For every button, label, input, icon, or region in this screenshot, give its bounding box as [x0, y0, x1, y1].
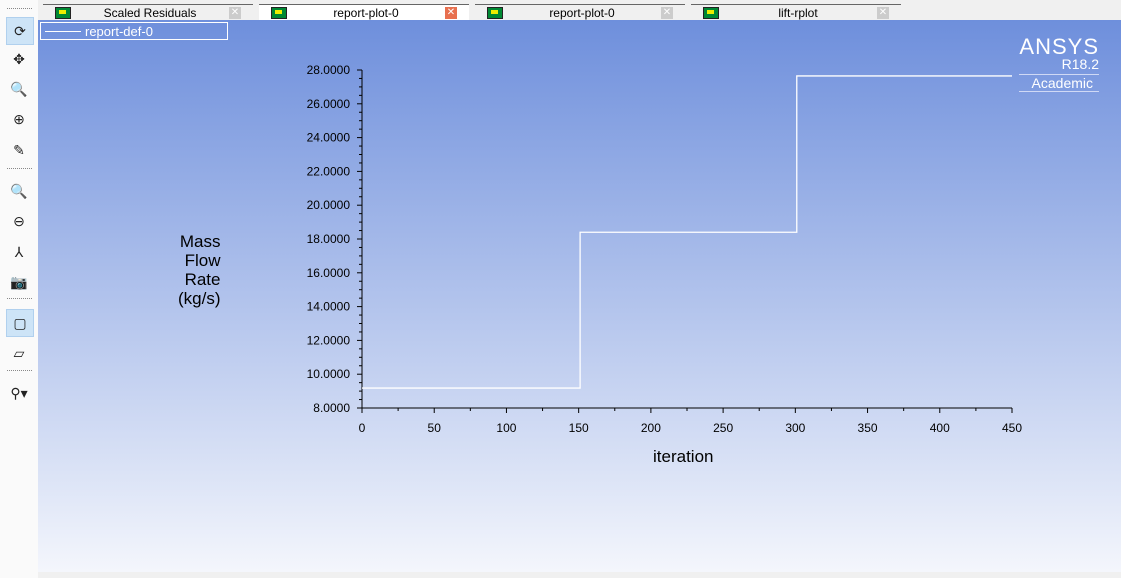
- toolbar: ⟳ ✥ 🔍 ⊕ ✎ 🔍 ⊖ ⅄ 📷 ▢ ▱ ⚲▾: [0, 0, 38, 578]
- zoom-out-button[interactable]: ⊖: [13, 212, 25, 229]
- close-tab-button[interactable]: ✕: [445, 7, 457, 19]
- x-tick-label: 0: [359, 421, 366, 435]
- probe-button[interactable]: ✎: [13, 141, 25, 158]
- y-label-line: Flow: [184, 251, 221, 270]
- y-tick-label: 18.0000: [307, 232, 351, 246]
- y-label-line: Rate: [184, 270, 221, 289]
- perspective-button[interactable]: ▢: [6, 309, 34, 337]
- y-tick-label: 12.0000: [307, 333, 351, 347]
- snapshot-button[interactable]: 📷: [10, 273, 28, 290]
- tab-1[interactable]: report-plot-0 ✕: [259, 4, 469, 21]
- close-tab-button[interactable]: ✕: [877, 7, 889, 19]
- tab-2[interactable]: report-plot-0 ✕: [475, 4, 685, 21]
- legend: report-def-0: [40, 22, 228, 40]
- y-tick-label: 10.0000: [307, 367, 351, 381]
- legend-label: report-def-0: [85, 23, 153, 39]
- logo-version: R18.2: [1061, 56, 1099, 72]
- tab-3[interactable]: lift-rplot ✕: [691, 4, 901, 21]
- display-options-button[interactable]: ⚲▾: [10, 384, 28, 401]
- chart-svg: 0 50 100 150 200 250 300 350 400 450 8.0000 10.0000…: [307, 63, 1023, 435]
- y-label-line: (kg/s): [178, 289, 221, 308]
- axes-button[interactable]: ⅄: [14, 243, 24, 260]
- y-tick-label: 14.0000: [307, 300, 351, 314]
- x-tick-label: 350: [858, 421, 878, 435]
- y-tick-label: 8.0000: [313, 401, 350, 415]
- plot-icon: [271, 7, 287, 19]
- x-tick-label: 150: [569, 421, 589, 435]
- tab-label: Scaled Residuals: [103, 6, 197, 20]
- y-tick-label: 22.0000: [307, 164, 351, 178]
- x-tick-label: 200: [641, 421, 661, 435]
- x-tick-label: 100: [496, 421, 516, 435]
- plot-icon: [487, 7, 503, 19]
- logo-brand: ANSYS: [1019, 34, 1099, 59]
- y-axis-label: Mass Flow Rate (kg/s): [178, 232, 221, 308]
- y-tick-label: 28.0000: [307, 63, 351, 77]
- y-label-line: Mass: [179, 232, 221, 251]
- plot-icon: [55, 7, 71, 19]
- tab-bar: Scaled Residuals ✕ report-plot-0 ✕ report-pl…: [38, 0, 1121, 21]
- logo-edition: Academic: [1019, 74, 1099, 92]
- rotate-button[interactable]: ⟳: [6, 17, 34, 45]
- plot-icon: [703, 7, 719, 19]
- close-tab-button[interactable]: ✕: [661, 7, 673, 19]
- ansys-logo: ANSYS R18.2 Academic: [1019, 34, 1099, 92]
- legend-line: [45, 30, 81, 32]
- close-tab-button[interactable]: ✕: [229, 7, 241, 19]
- toolbar-separator: [7, 168, 32, 169]
- tab-0[interactable]: Scaled Residuals ✕: [43, 4, 253, 21]
- zoom-fit-button[interactable]: 🔍: [10, 80, 28, 97]
- x-tick-label: 400: [930, 421, 950, 435]
- tab-label: report-plot-0: [549, 6, 615, 20]
- toolbar-separator: [7, 370, 32, 371]
- y-tick-label: 20.0000: [307, 198, 351, 212]
- tab-label: lift-rplot: [778, 6, 818, 20]
- pan-button[interactable]: ✥: [13, 50, 25, 67]
- y-tick-label: 24.0000: [307, 131, 351, 145]
- plot-area: report-def-0 Mass Flow Rate (kg/s) itera…: [38, 20, 1121, 572]
- x-tick-label: 50: [428, 421, 442, 435]
- zoom-box-button[interactable]: 🔍: [10, 182, 28, 199]
- x-axis-label: iteration: [653, 447, 714, 466]
- y-tick-label: 16.0000: [307, 266, 351, 280]
- y-tick-label: 26.0000: [307, 97, 351, 111]
- x-tick-label: 250: [713, 421, 733, 435]
- x-tick-label: 450: [1002, 421, 1022, 435]
- series-line-report-def-0: [362, 75, 1012, 389]
- tab-label: report-plot-0: [333, 6, 399, 20]
- zoom-in-button[interactable]: ⊕: [13, 110, 25, 127]
- orthographic-button[interactable]: ▱: [13, 344, 25, 361]
- toolbar-separator: [7, 8, 32, 9]
- x-tick-label: 300: [785, 421, 805, 435]
- toolbar-separator: [7, 298, 32, 299]
